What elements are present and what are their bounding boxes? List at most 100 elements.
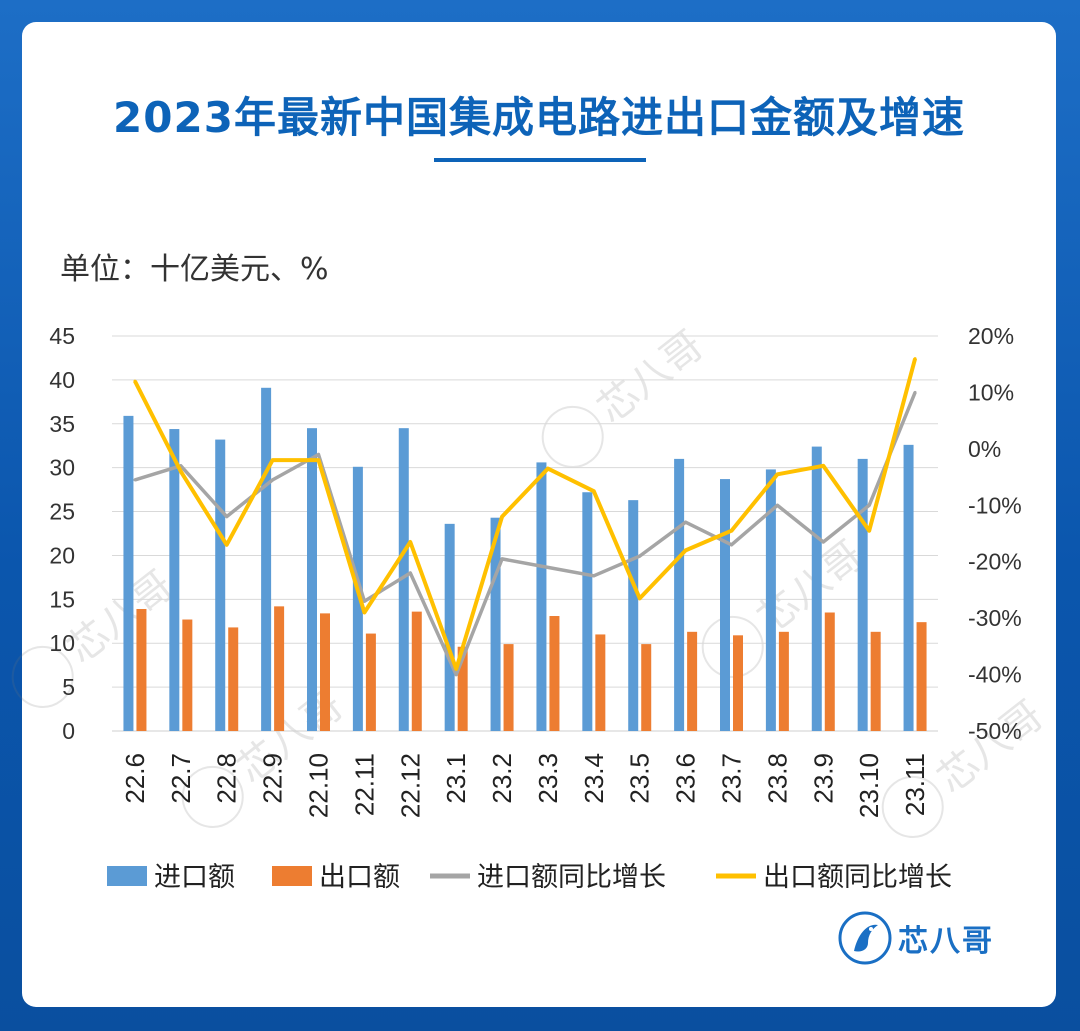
watermark-logo-icon — [701, 615, 764, 678]
x-tick-label: 22.11 — [349, 753, 379, 816]
bar-import — [444, 523, 455, 731]
bars — [123, 387, 927, 731]
bar-import — [352, 466, 363, 731]
line-import-yoy-point — [454, 673, 458, 677]
line-export-yoy-point — [592, 489, 596, 493]
bar-export — [549, 616, 560, 731]
legend-label: 出口额 — [319, 862, 400, 893]
x-tick-label: 22.8 — [212, 753, 242, 804]
line-export-yoy-point — [454, 667, 458, 671]
legend-label: 出口额同比增长 — [763, 862, 952, 893]
line-export-yoy-point — [225, 543, 229, 547]
y-right-tick-label: -50% — [968, 718, 1022, 744]
line-import-yoy-point — [271, 478, 275, 482]
watermark-text: 芯八哥 — [229, 682, 352, 792]
legend-swatch — [107, 866, 147, 886]
line-import-yoy-point — [730, 543, 733, 547]
watermark-text: 芯八哥 — [59, 562, 182, 672]
y-left-tick-label: 5 — [62, 674, 75, 700]
brand-logo: 芯八哥 — [838, 910, 994, 966]
bar-import — [490, 517, 501, 731]
line-export-yoy-point — [179, 469, 183, 473]
y-left-tick-label: 10 — [49, 630, 75, 656]
brand-name: 芯八哥 — [898, 924, 994, 959]
bar-import — [628, 500, 639, 731]
line-import-yoy-point — [867, 503, 871, 507]
bar-export — [595, 634, 606, 731]
chart-title: 2023年最新中国集成电路进出口金额及增速 — [113, 93, 965, 142]
y-right-tick-label: -10% — [968, 492, 1022, 518]
line-export-yoy-point — [271, 458, 275, 462]
line-export-yoy-point — [913, 357, 917, 361]
watermark-text: 芯八哥 — [929, 692, 1052, 802]
line-import-yoy-point — [821, 540, 825, 544]
y-right-tick-label: 10% — [968, 379, 1014, 405]
y-left-tick-label: 30 — [49, 455, 75, 481]
line-import-yoy-point — [133, 478, 137, 482]
line-import-yoy-point — [408, 571, 412, 575]
x-tick-label: 23.7 — [717, 753, 747, 804]
x-tick-label: 23.3 — [533, 753, 563, 804]
y-axis-right: -50% -40% -30% -20% -10% 0% 10% 20% — [968, 323, 1022, 744]
x-tick-label: 23.4 — [579, 753, 609, 804]
x-tick-label: 23.11 — [900, 753, 930, 816]
bar-import — [903, 444, 914, 731]
line-export-yoy-point — [775, 472, 779, 476]
gridlines — [112, 335, 938, 732]
bar-export — [503, 644, 514, 731]
bar-export — [320, 613, 330, 731]
line-export-yoy-point — [638, 596, 642, 600]
watermark: 芯八哥 — [881, 692, 1052, 838]
line-import-yoy-point — [317, 453, 320, 456]
x-tick-label: 23.5 — [625, 753, 655, 804]
bar-import — [307, 428, 317, 731]
y-right-tick-label: -40% — [968, 662, 1022, 688]
bar-import — [720, 479, 730, 731]
bar-export — [687, 631, 698, 731]
x-tick-label: 23.10 — [854, 753, 884, 818]
line-import-yoy-point — [684, 520, 688, 524]
bar-export — [182, 619, 193, 731]
bar-import — [582, 492, 593, 731]
bar-export — [824, 612, 835, 731]
line-export-yoy-point — [133, 379, 137, 383]
watermark-logo-icon — [11, 645, 74, 708]
bar-import — [398, 428, 409, 731]
line-export-yoy-point — [867, 529, 871, 533]
line-import-yoy-point — [362, 599, 366, 603]
bar-import — [857, 458, 868, 731]
watermark: 芯八哥 — [11, 562, 182, 708]
line-import-yoy-point — [592, 574, 596, 578]
watermark: 芯八哥 — [541, 322, 712, 468]
line-export-yoy-point — [730, 529, 733, 533]
line-import-yoy-point — [225, 515, 229, 519]
bar-import — [169, 429, 180, 731]
x-tick-label: 23.6 — [671, 753, 701, 804]
y-left-tick-label: 40 — [49, 367, 75, 393]
watermark-logo-icon — [181, 765, 244, 828]
watermark-logo-icon — [541, 405, 604, 468]
watermark-text: 芯八哥 — [589, 322, 712, 432]
x-tick-label: 22.9 — [258, 753, 288, 804]
x-tick-label: 22.10 — [304, 753, 334, 818]
bar-export — [916, 622, 927, 731]
line-export-yoy-point — [317, 458, 320, 462]
x-tick-label: 23.9 — [808, 753, 838, 804]
bar-export — [457, 646, 468, 731]
x-tick-label: 23.1 — [441, 753, 471, 804]
line-import-yoy-point — [775, 503, 779, 507]
bar-import — [765, 469, 776, 731]
line-export-yoy-point — [684, 548, 688, 552]
x-axis: 22.6 22.7 22.8 22.9 22.10 22.11 22.12 23.1 23.2 2… — [120, 753, 930, 818]
y-left-tick-label: 20 — [49, 542, 75, 568]
line-import-yoy-point — [913, 390, 917, 394]
legend: 进口额 出口额 进口额同比增长 出口额同比增长 — [107, 862, 952, 893]
title-underline — [434, 158, 646, 162]
bar-import — [536, 462, 547, 731]
line-export-yoy-point — [546, 467, 550, 471]
bar-export — [365, 633, 376, 731]
y-left-tick-label: 35 — [49, 411, 75, 437]
x-tick-label: 22.12 — [395, 753, 425, 818]
